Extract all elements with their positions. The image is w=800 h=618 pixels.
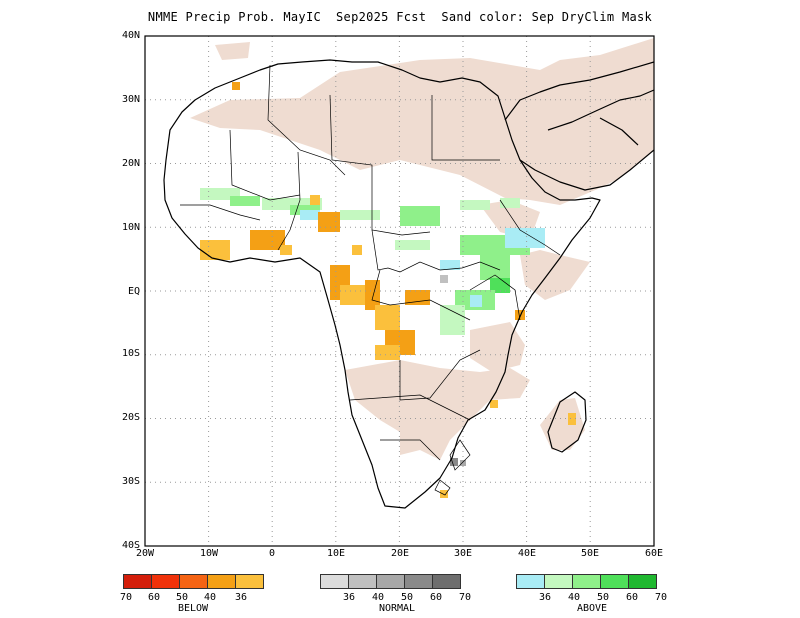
- below-probability-cell: [375, 305, 400, 330]
- above-probability-cell: [400, 206, 440, 226]
- normal-tick: 60: [429, 592, 443, 603]
- lat-label: 30S: [121, 476, 140, 487]
- probability-cells: [200, 82, 576, 498]
- above-probability-cell: [505, 228, 545, 248]
- lat-label: 40N: [121, 30, 140, 41]
- lon-label: 10W: [199, 548, 219, 559]
- country-boundaries: [180, 64, 561, 496]
- below-probability-cell: [250, 230, 285, 250]
- africa-coastline: [163, 59, 654, 509]
- above-swatch: [600, 574, 629, 589]
- normal-swatch: [404, 574, 433, 589]
- normal-probability-cell: [460, 460, 466, 466]
- above-probability-cell: [395, 240, 430, 250]
- lon-label: 10E: [326, 548, 346, 559]
- below-swatch: [123, 574, 152, 589]
- above-probability-cell: [470, 295, 482, 307]
- below-probability-cell: [232, 82, 240, 90]
- lon-label: 20E: [390, 548, 410, 559]
- above-probability-cell: [480, 255, 510, 280]
- below-probability-cell: [200, 240, 230, 260]
- below-legend-label: BELOW: [177, 603, 209, 614]
- above-probability-cell: [440, 260, 460, 270]
- normal-tick: 40: [371, 592, 385, 603]
- lat-lon-gridlines: [145, 36, 654, 546]
- above-colorbar: [516, 574, 657, 589]
- lon-label: 30E: [453, 548, 473, 559]
- above-swatch: [628, 574, 657, 589]
- lat-label: EQ: [127, 286, 140, 297]
- normal-swatch: [376, 574, 405, 589]
- below-probability-cell: [280, 245, 292, 255]
- below-probability-cell: [515, 310, 525, 320]
- above-probability-cell: [230, 196, 260, 206]
- normal-swatch: [432, 574, 461, 589]
- below-tick: 36: [234, 592, 248, 603]
- lon-label: 20W: [135, 548, 155, 559]
- above-tick: 60: [625, 592, 639, 603]
- above-probability-cell: [300, 210, 320, 220]
- above-probability-cell: [490, 278, 510, 293]
- lat-label: 40S: [121, 540, 140, 551]
- below-probability-cell: [352, 245, 362, 255]
- below-probability-cell: [318, 212, 340, 232]
- below-probability-cell: [375, 345, 400, 360]
- above-probability-cell: [440, 305, 465, 335]
- above-tick: 50: [596, 592, 610, 603]
- below-swatch: [235, 574, 264, 589]
- below-swatch: [151, 574, 180, 589]
- normal-probability-cell: [450, 458, 458, 466]
- below-probability-cell: [490, 400, 498, 408]
- lat-label: 10N: [121, 222, 140, 233]
- lon-label: 40E: [517, 548, 537, 559]
- below-probability-cell: [340, 285, 365, 305]
- above-legend-label: ABOVE: [576, 603, 608, 614]
- normal-tick: 50: [400, 592, 414, 603]
- below-swatch: [207, 574, 236, 589]
- below-colorbar: [123, 574, 264, 589]
- lon-label: 60E: [644, 548, 664, 559]
- below-tick: 50: [175, 592, 189, 603]
- normal-legend-label: NORMAL: [378, 603, 416, 614]
- lat-label: 30N: [121, 94, 140, 105]
- lon-label: 0: [268, 548, 276, 559]
- below-probability-cell: [310, 195, 320, 205]
- above-probability-cell: [500, 198, 520, 208]
- lon-label: 50E: [580, 548, 600, 559]
- below-probability-cell: [440, 490, 448, 498]
- above-probability-cell: [340, 210, 380, 220]
- below-tick: 60: [147, 592, 161, 603]
- above-swatch: [544, 574, 573, 589]
- normal-tick: 36: [342, 592, 356, 603]
- above-probability-cell: [460, 200, 490, 210]
- below-probability-cell: [405, 290, 430, 305]
- below-tick: 70: [119, 592, 133, 603]
- below-probability-cell: [568, 413, 576, 425]
- normal-colorbar: [320, 574, 461, 589]
- lat-label: 10S: [121, 348, 140, 359]
- normal-swatch: [320, 574, 349, 589]
- above-swatch: [516, 574, 545, 589]
- above-swatch: [572, 574, 601, 589]
- lat-label: 20S: [121, 412, 140, 423]
- above-tick: 70: [654, 592, 668, 603]
- normal-probability-cell: [440, 275, 448, 283]
- above-tick: 40: [567, 592, 581, 603]
- normal-tick: 70: [458, 592, 472, 603]
- map-title: NMME Precip Prob. MayIC Sep2025 Fcst San…: [147, 10, 653, 24]
- above-tick: 36: [538, 592, 552, 603]
- below-tick: 40: [203, 592, 217, 603]
- lat-label: 20N: [121, 158, 140, 169]
- dry-climatology-mask: [190, 38, 654, 460]
- plot-frame: [144, 35, 655, 547]
- below-probability-cell: [365, 280, 380, 310]
- below-swatch: [179, 574, 208, 589]
- normal-swatch: [348, 574, 377, 589]
